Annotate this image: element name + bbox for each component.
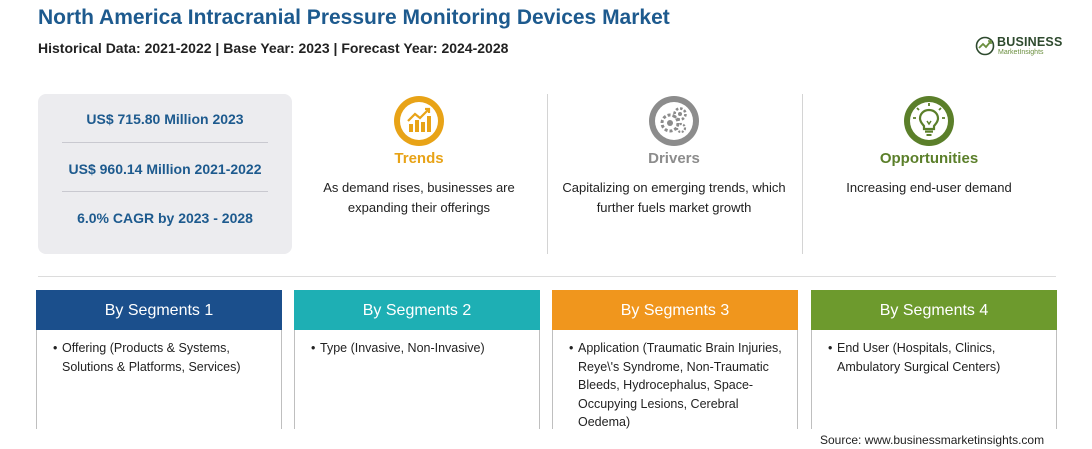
segment-card-1: By Segments 1 • Offering (Products & Sys…	[36, 290, 282, 429]
segment-card-4: By Segments 4 • End User (Hospitals, Cli…	[811, 290, 1057, 429]
page-title: North America Intracranial Pressure Moni…	[38, 6, 670, 29]
segment-title: By Segments 1	[36, 290, 282, 330]
trends-column: Trends As demand rises, businesses are e…	[292, 94, 546, 254]
market-stats-panel: US$ 715.80 Million 2023 US$ 960.14 Milli…	[38, 94, 292, 254]
segment-title: By Segments 4	[811, 290, 1057, 330]
logo-brand-text: BUSINESS	[997, 35, 1063, 49]
bullet: •	[53, 341, 58, 355]
divider	[547, 94, 548, 254]
segment-card-3: By Segments 3 • Application (Traumatic B…	[552, 290, 798, 429]
segment-text: End User (Hospitals, Clinics, Ambulatory…	[837, 341, 1001, 374]
drivers-heading: Drivers	[648, 150, 700, 167]
segment-body: • Application (Traumatic Brain Injuries,…	[553, 330, 797, 432]
segment-body: • Offering (Products & Systems, Solution…	[37, 330, 281, 376]
divider	[62, 142, 268, 143]
segment-title: By Segments 3	[552, 290, 798, 330]
cagr-stat: 6.0% CAGR by 2023 - 2028	[77, 210, 253, 226]
segment-card-2: By Segments 2 • Type (Invasive, Non-Inva…	[294, 290, 540, 429]
globe-icon	[975, 36, 995, 56]
brand-logo: BUSINESS MarketInsights	[975, 34, 1065, 60]
trends-heading: Trends	[394, 150, 444, 167]
drivers-text: Capitalizing on emerging trends, which f…	[562, 180, 786, 215]
lightbulb-icon	[902, 94, 956, 148]
opportunities-column: Opportunities Increasing end-user demand	[802, 94, 1056, 254]
segment-title: By Segments 2	[294, 290, 540, 330]
divider	[38, 276, 1056, 277]
segment-text: Offering (Products & Systems, Solutions …	[62, 341, 241, 374]
market-size-historical: US$ 960.14 Million 2021-2022	[68, 161, 262, 177]
bullet: •	[828, 341, 833, 355]
divider	[802, 94, 803, 254]
segment-body: • End User (Hospitals, Clinics, Ambulato…	[812, 330, 1056, 376]
bullet: •	[311, 341, 316, 355]
segment-text: Type (Invasive, Non-Invasive)	[320, 341, 485, 355]
segment-body: • Type (Invasive, Non-Invasive)	[295, 330, 539, 358]
divider	[62, 191, 268, 192]
source-credit: Source: www.businessmarketinsights.com	[820, 433, 1045, 447]
trends-text: As demand rises, businesses are expandin…	[323, 180, 515, 215]
page-subtitle: Historical Data: 2021-2022 | Base Year: …	[38, 40, 509, 56]
segment-text: Application (Traumatic Brain Injuries, R…	[578, 341, 782, 429]
opportunities-heading: Opportunities	[879, 150, 979, 167]
opportunities-text: Increasing end-user demand	[846, 180, 1012, 195]
chart-growth-icon	[392, 94, 446, 148]
drivers-column: Drivers Capitalizing on emerging trends,…	[547, 94, 801, 254]
market-size-2023: US$ 715.80 Million 2023	[86, 111, 244, 127]
bullet: •	[569, 341, 574, 355]
logo-sub-text: MarketInsights	[998, 49, 1044, 56]
gears-icon	[647, 94, 701, 148]
